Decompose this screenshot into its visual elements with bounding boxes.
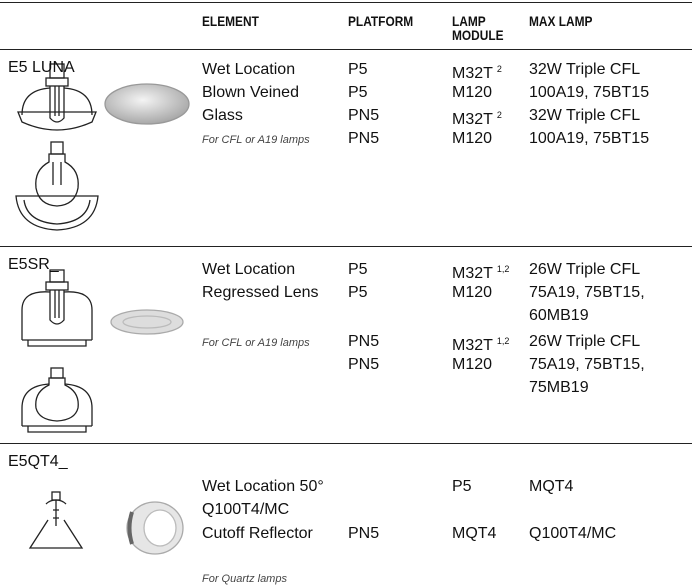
- lamp-module-code: MQT4: [452, 525, 497, 542]
- element: Regressed Lens: [202, 284, 319, 301]
- lamp-module: M32T 2: [452, 58, 502, 85]
- element: Wet Location: [202, 261, 296, 278]
- lamp-module: M120: [452, 281, 492, 304]
- lamp-module-code: M120: [452, 356, 493, 373]
- rule: [0, 2, 692, 3]
- lamp-module-code: M120: [452, 84, 493, 101]
- lamp-module-code: M32T: [452, 265, 493, 282]
- max-lamp: 60MB19: [529, 307, 589, 324]
- lamp-module: M120: [452, 81, 492, 104]
- platform: PN5: [348, 333, 380, 350]
- footnote-ref: 2: [496, 64, 502, 74]
- max-lamp: 100A19, 75BT15: [529, 84, 650, 101]
- max-lamp: 75A19, 75BT15,: [529, 356, 645, 373]
- fixture-a19: [21, 367, 93, 433]
- rule: [0, 443, 692, 444]
- lamp-module: M32T 1,2: [452, 258, 509, 285]
- lamp-module-code: M120: [452, 284, 493, 301]
- regressed-lens: [122, 315, 172, 329]
- platform: PN5: [348, 356, 380, 373]
- max-lamp: Q100T4/MC: [529, 525, 617, 542]
- element: Q100T4/MC: [202, 501, 290, 518]
- max-lamp: 75A19, 75BT15,: [529, 284, 645, 301]
- fixture-cfl: [21, 269, 93, 347]
- lamp-module-code: P5: [452, 478, 472, 495]
- max-lamp: 32W Triple CFL: [529, 107, 641, 124]
- regressed-lens: [110, 309, 184, 335]
- lamp-module: M120: [452, 127, 492, 150]
- fixture-a19: [15, 141, 99, 231]
- lamp-module: MQT4: [452, 522, 496, 545]
- fixture-cfl: [17, 63, 97, 131]
- footnote-ref: 1,2: [496, 264, 510, 274]
- header-max-lamp: MAX LAMP: [529, 13, 593, 29]
- lamp-module: M120: [452, 353, 492, 376]
- lamp-module: M32T 2: [452, 104, 502, 131]
- element: Cutoff Reflector: [202, 525, 313, 542]
- platform: P5: [348, 61, 368, 78]
- section-caption: For Quartz lamps: [202, 573, 287, 585]
- element-caption: For CFL or A19 lamps: [202, 134, 310, 146]
- lamp-module-code: M32T: [452, 65, 493, 82]
- lamp-module-code: M120: [452, 130, 493, 147]
- header-platform: PLATFORM: [348, 13, 414, 29]
- platform: PN5: [348, 107, 380, 124]
- max-lamp: 32W Triple CFL: [529, 61, 641, 78]
- lamp-module-code: M32T: [452, 111, 493, 128]
- header-element: ELEMENT: [202, 13, 259, 29]
- platform: P5: [348, 261, 368, 278]
- platform: P5: [348, 84, 368, 101]
- lamp-module-code: M32T: [452, 337, 493, 354]
- glass-diffuser: [104, 83, 190, 125]
- element: Wet Location 50°: [202, 478, 324, 495]
- header-lamp-module: MODULE: [452, 27, 504, 43]
- lamp-module: M32T 1,2: [452, 330, 509, 357]
- fixture-quartz: [28, 491, 84, 549]
- max-lamp: 26W Triple CFL: [529, 333, 641, 350]
- rule: [0, 246, 692, 247]
- section-name: E5SR_: [8, 256, 59, 273]
- max-lamp: 100A19, 75BT15: [529, 130, 650, 147]
- footnote-ref: 1,2: [496, 336, 510, 346]
- section-name: E5QT4_: [8, 453, 68, 470]
- platform: PN5: [348, 130, 380, 147]
- max-lamp: 26W Triple CFL: [529, 261, 641, 278]
- platform: PN5: [348, 525, 380, 542]
- element: Wet Location: [202, 61, 296, 78]
- element: Glass: [202, 107, 243, 124]
- header-lamp-module: LAMP: [452, 13, 486, 29]
- rule: [0, 49, 692, 50]
- lamp-module: P5: [452, 475, 472, 498]
- element: Blown Veined: [202, 84, 299, 101]
- footnote-ref: 2: [496, 110, 502, 120]
- cutoff-reflector: [126, 501, 184, 555]
- max-lamp: 75MB19: [529, 379, 589, 396]
- section-name: E5 LUNA: [8, 59, 75, 76]
- element-caption: For CFL or A19 lamps: [202, 337, 310, 349]
- platform: P5: [348, 284, 368, 301]
- max-lamp: MQT4: [529, 478, 574, 495]
